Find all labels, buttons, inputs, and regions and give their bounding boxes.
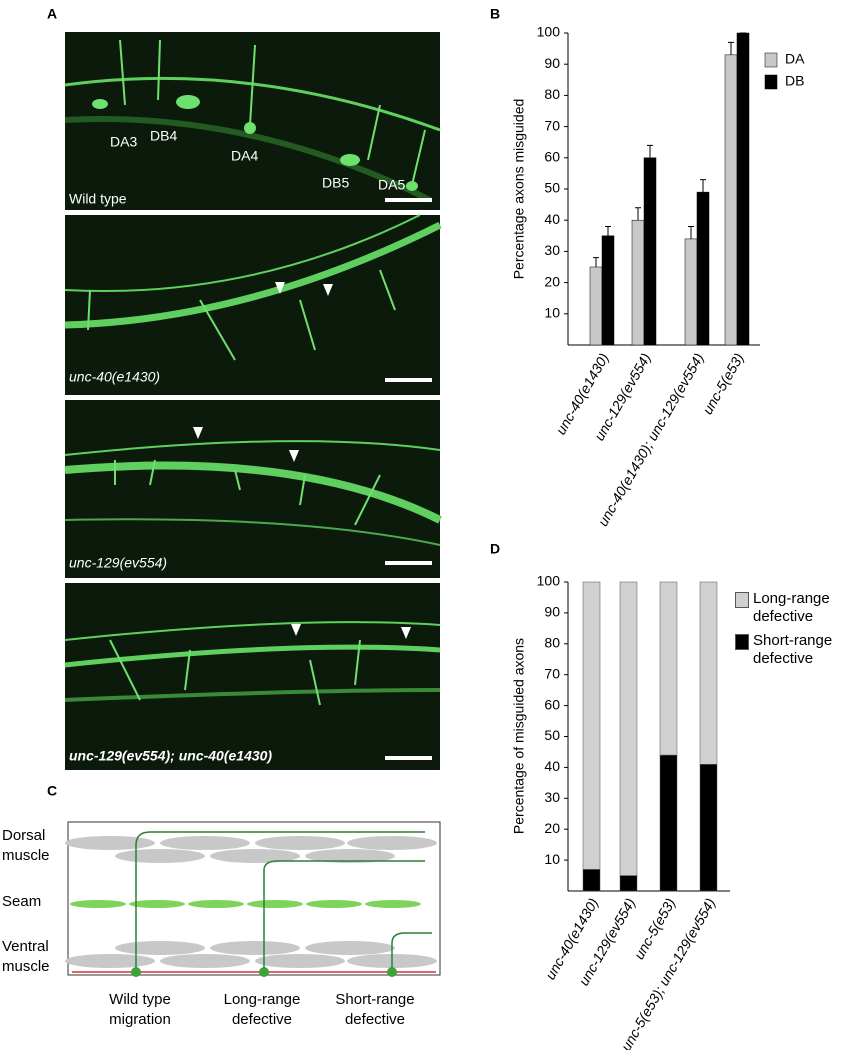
bar-segment xyxy=(699,764,718,892)
image-caption: unc-40(e1430) xyxy=(69,369,160,385)
error-bar xyxy=(688,225,694,239)
y-tick-label: 80 xyxy=(544,86,560,102)
legend-label: Long-range defective xyxy=(753,590,830,625)
legend-label: DB xyxy=(785,73,804,89)
y-tick-label: 10 xyxy=(544,851,560,867)
y-tick-label: 50 xyxy=(544,180,560,196)
y-tick-label: 40 xyxy=(544,211,560,227)
micrograph xyxy=(64,214,442,395)
cell-label: DA5 xyxy=(378,177,405,193)
y-tick-label: 60 xyxy=(544,696,560,712)
error-bar xyxy=(635,207,641,221)
cell-label: DA3 xyxy=(110,134,137,150)
image-caption: Wild type xyxy=(69,191,127,207)
bar-segment xyxy=(582,581,601,870)
y-tick-label: 50 xyxy=(544,727,560,743)
bar-segment xyxy=(619,581,638,876)
schematic xyxy=(65,821,441,977)
micrograph xyxy=(64,400,442,578)
micrograph xyxy=(64,583,441,770)
bar-segment xyxy=(582,869,601,892)
bar xyxy=(631,219,645,346)
image-caption: unc-129(ev554) xyxy=(69,555,167,571)
y-tick-label: 20 xyxy=(544,820,560,836)
y-tick-label: 80 xyxy=(544,635,560,651)
y-tick-label: 70 xyxy=(544,117,560,133)
legend-label: DA xyxy=(785,51,805,67)
legend: Long-range defective Short-range defectiv… xyxy=(735,590,843,674)
y-tick-label: 90 xyxy=(544,604,560,620)
image-caption: unc-129(ev554); unc-40(e1430) xyxy=(69,748,272,764)
column-label: Short-range defective xyxy=(335,991,415,1028)
y-tick-label: 20 xyxy=(544,273,560,289)
legend-swatch xyxy=(764,52,778,68)
error-bar xyxy=(700,179,706,193)
panel-label: A xyxy=(47,6,57,22)
legend-swatch xyxy=(735,592,749,608)
panel-label: D xyxy=(490,541,500,557)
cell-label: DA4 xyxy=(231,148,258,164)
error-bar xyxy=(728,41,734,55)
error-bar xyxy=(647,144,653,158)
bar-segment xyxy=(699,581,718,765)
y-tick-label: 70 xyxy=(544,665,560,681)
x-tick-label: unc-40(e1430); unc-129(ev554) xyxy=(594,350,706,529)
bar xyxy=(724,54,738,346)
micrograph xyxy=(64,32,441,210)
bar-segment xyxy=(659,581,678,756)
bar xyxy=(589,266,603,346)
legend-swatch xyxy=(735,634,749,650)
y-tick-label: 30 xyxy=(544,242,560,258)
bar xyxy=(736,32,750,346)
panel-label: B xyxy=(490,6,500,22)
column-label: Wild type migration xyxy=(109,991,171,1028)
y-tick-label: 10 xyxy=(544,305,560,321)
column-label: Long-range defective xyxy=(223,991,301,1028)
bar-segment xyxy=(659,754,678,892)
row-label: Dorsal muscle xyxy=(2,827,50,864)
y-axis-label: Percentage axons misguided xyxy=(511,99,527,280)
bar xyxy=(696,191,710,346)
panel-label: C xyxy=(47,783,57,799)
legend-swatch xyxy=(764,74,778,90)
bar xyxy=(684,238,698,346)
bar xyxy=(643,157,657,346)
row-label: Seam xyxy=(2,893,42,910)
cell-label: DB5 xyxy=(322,175,349,191)
y-tick-label: 30 xyxy=(544,789,560,805)
row-label: Ventral muscle xyxy=(2,938,50,975)
cell-label: DB4 xyxy=(150,128,177,144)
y-tick-label: 100 xyxy=(537,24,561,40)
bar xyxy=(601,235,615,346)
y-tick-label: 40 xyxy=(544,758,560,774)
y-tick-label: 90 xyxy=(544,55,560,71)
error-bar xyxy=(593,257,599,267)
y-tick-label: 100 xyxy=(537,573,561,589)
legend-item: Long-range defective xyxy=(735,590,843,626)
bar-segment xyxy=(619,875,638,892)
legend-label: Short-range defective xyxy=(753,632,833,667)
y-axis-label: Percentage of misguided axons xyxy=(511,638,527,834)
y-tick-label: 60 xyxy=(544,149,560,165)
legend-item: Short-range defective xyxy=(735,632,843,668)
error-bar xyxy=(605,225,611,236)
x-tick-label: unc-5(e53) xyxy=(699,350,747,417)
